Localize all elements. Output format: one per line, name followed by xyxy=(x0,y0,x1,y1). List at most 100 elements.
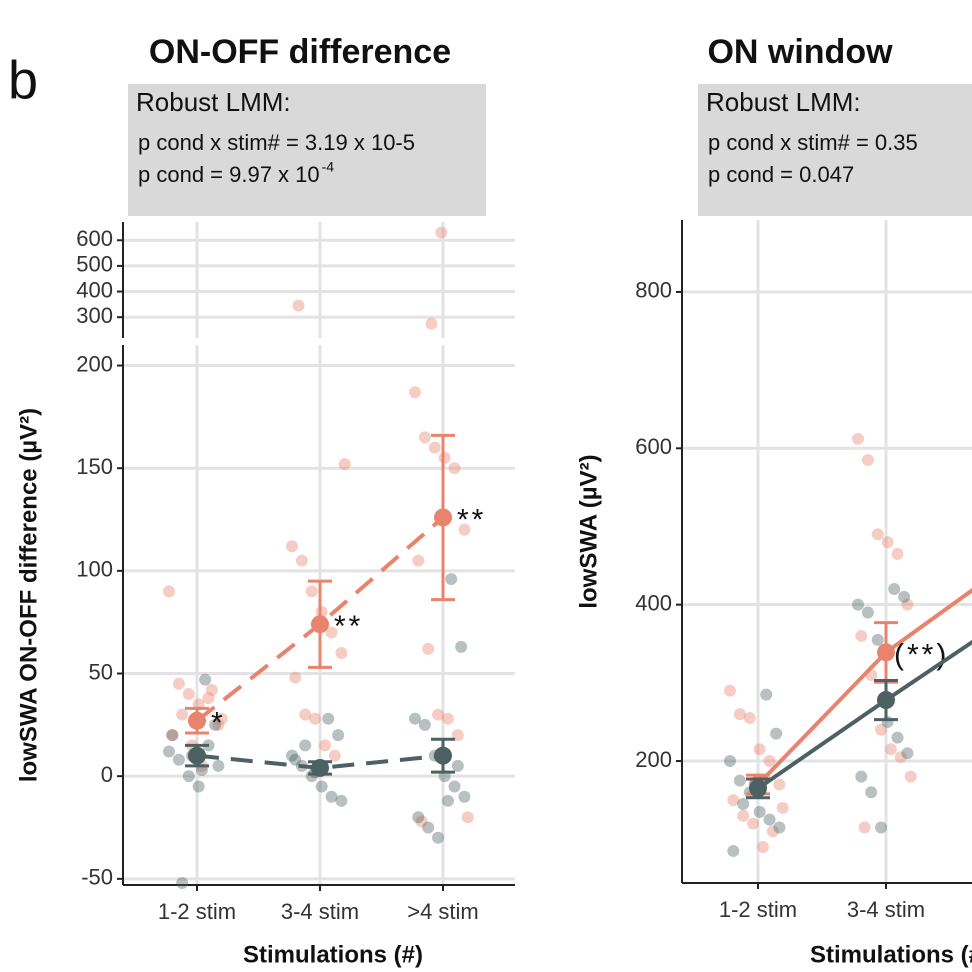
data-point xyxy=(770,727,783,740)
data-point xyxy=(202,692,215,705)
data-point xyxy=(852,432,864,445)
data-point xyxy=(455,640,468,653)
data-point xyxy=(295,554,308,567)
data-point xyxy=(209,718,222,731)
x-axis-title: Stimulations (#) xyxy=(810,941,972,968)
data-point xyxy=(445,573,458,586)
data-point xyxy=(753,805,766,818)
y-tick-label: 800 xyxy=(635,278,672,303)
data-point xyxy=(861,454,874,467)
data-point xyxy=(875,723,888,736)
data-point xyxy=(412,554,425,567)
data-point xyxy=(205,683,218,696)
annotation: p cond = 0.047 xyxy=(708,162,854,187)
data-point xyxy=(901,747,914,760)
data-point xyxy=(409,386,421,399)
y-tick-label: 600 xyxy=(76,226,113,251)
data-point xyxy=(766,825,779,838)
data-point xyxy=(212,759,225,772)
data-point xyxy=(891,731,904,744)
mean-point xyxy=(877,643,895,662)
y-axis-title: lowSWA (µV²) xyxy=(575,454,602,608)
data-point xyxy=(432,708,445,721)
data-point xyxy=(894,751,907,764)
data-point xyxy=(182,770,195,783)
data-point xyxy=(172,677,185,690)
mean-point xyxy=(188,711,206,730)
data-point xyxy=(884,743,897,756)
y-tick-label: 400 xyxy=(76,277,113,302)
data-point xyxy=(163,585,175,598)
panel-label: b xyxy=(8,50,38,110)
data-point xyxy=(212,718,225,731)
data-point xyxy=(172,753,185,766)
data-point xyxy=(328,749,341,762)
annotation: p cond = 9.97 x 10 xyxy=(138,162,320,187)
significance-label: * xyxy=(211,707,226,740)
mean-point xyxy=(749,779,767,798)
data-point xyxy=(773,778,786,791)
data-point xyxy=(727,794,740,807)
data-point xyxy=(753,743,766,756)
data-point xyxy=(451,759,464,772)
data-point xyxy=(776,801,789,814)
data-point xyxy=(299,739,312,752)
data-point xyxy=(176,876,189,889)
data-point xyxy=(422,642,435,655)
annotation: p cond x stim# = 3.19 x 10-5 xyxy=(138,130,415,155)
data-point xyxy=(855,770,868,783)
chart-title: ON-OFF difference xyxy=(149,33,451,71)
y-tick-label: 0 xyxy=(101,762,113,787)
data-point xyxy=(441,712,454,725)
data-point xyxy=(724,684,736,697)
data-point xyxy=(199,673,212,686)
data-point xyxy=(458,790,471,803)
data-point xyxy=(309,712,322,725)
y-tick-label: -50 xyxy=(81,865,113,890)
annotation-heading: Robust LMM: xyxy=(706,87,861,117)
data-point xyxy=(418,431,431,444)
data-point xyxy=(898,590,911,603)
data-point xyxy=(743,712,756,725)
data-point xyxy=(422,821,435,834)
data-point xyxy=(325,790,338,803)
data-point xyxy=(289,753,302,766)
data-point xyxy=(881,536,894,549)
mean-point xyxy=(434,746,452,765)
significance-label: (**) xyxy=(894,638,949,671)
y-tick-label: 600 xyxy=(635,434,672,459)
data-point xyxy=(763,813,776,826)
data-point xyxy=(888,583,901,596)
data-point xyxy=(338,458,351,471)
data-point xyxy=(458,523,471,536)
data-point xyxy=(166,729,179,742)
data-point xyxy=(438,451,451,464)
data-point xyxy=(871,633,884,646)
x-tick-label: 1-2 stim xyxy=(719,897,797,922)
chart-title: ON window xyxy=(707,33,893,71)
data-point xyxy=(763,755,776,768)
mean-point xyxy=(434,508,452,527)
annotation: p cond x stim# = 0.35 xyxy=(708,130,918,155)
annotation-superscript: -4 xyxy=(322,159,335,175)
data-point xyxy=(733,774,746,787)
y-tick-label: 500 xyxy=(76,252,113,277)
y-tick-label: 300 xyxy=(76,303,113,328)
annotation-heading: Robust LMM: xyxy=(136,87,291,117)
data-point xyxy=(861,606,874,619)
x-axis-title: Stimulations (#) xyxy=(243,941,423,968)
data-point xyxy=(286,540,298,553)
data-point xyxy=(901,598,914,611)
y-tick-label: 200 xyxy=(76,351,113,376)
data-point xyxy=(335,794,348,807)
data-point xyxy=(332,729,345,742)
data-point xyxy=(865,786,878,799)
y-tick-label: 100 xyxy=(76,557,113,582)
data-point xyxy=(176,708,189,721)
data-point xyxy=(415,815,428,828)
annotation-box xyxy=(698,84,972,216)
data-point xyxy=(192,780,205,793)
data-point xyxy=(737,809,750,822)
data-point xyxy=(432,831,445,844)
